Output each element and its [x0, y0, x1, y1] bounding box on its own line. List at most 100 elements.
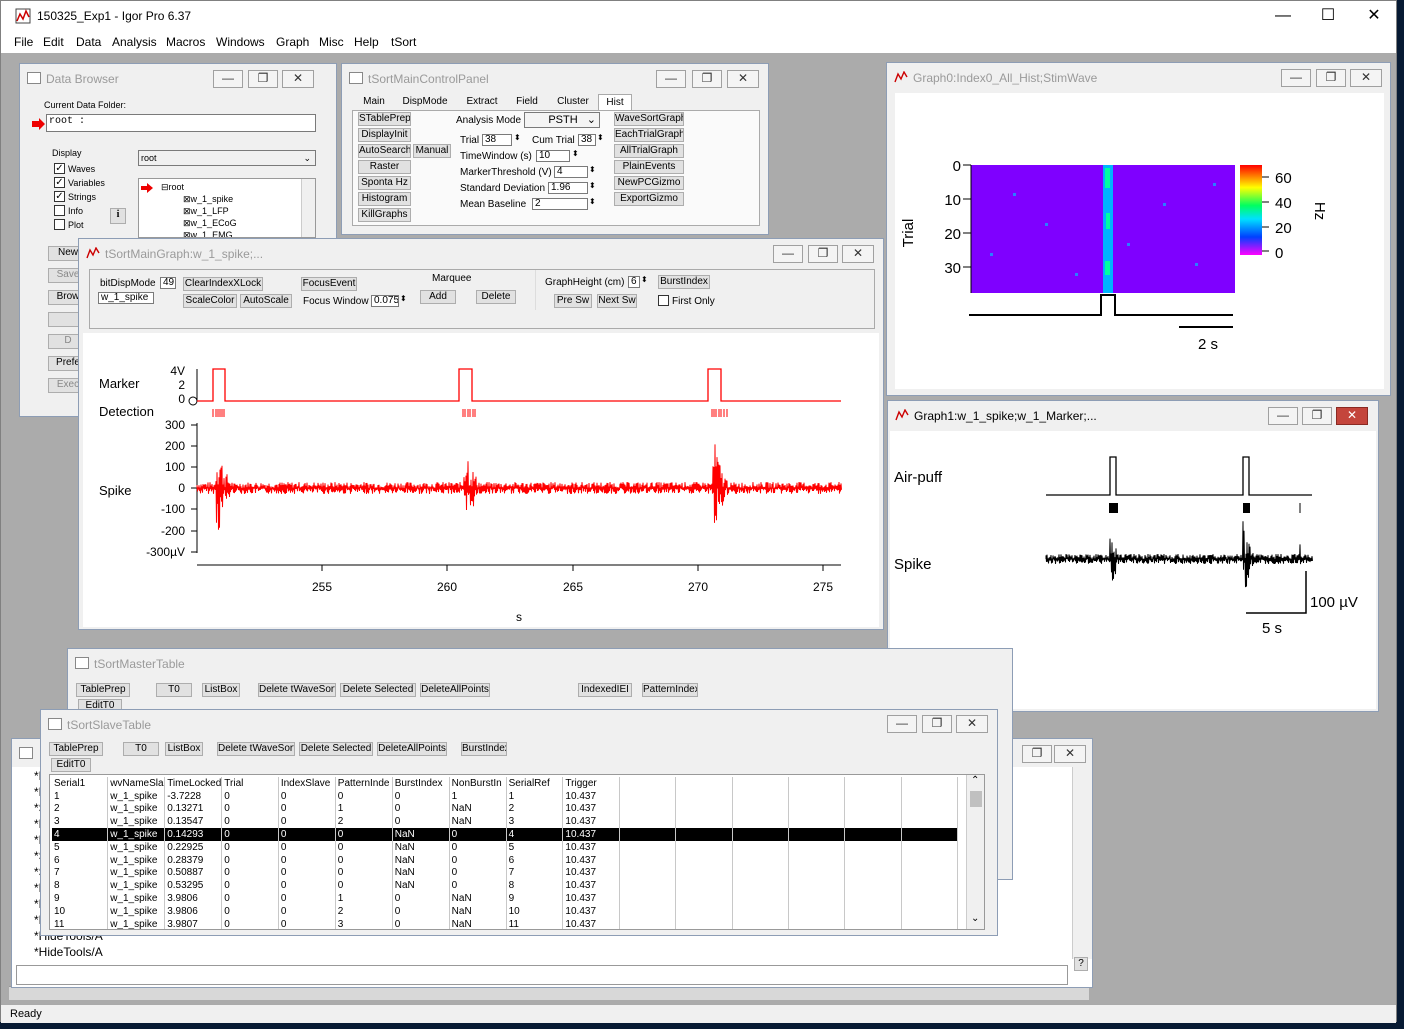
table-cell[interactable]: 0 [278, 853, 336, 867]
master-delete-twavesort-button[interactable]: Delete tWaveSort [258, 683, 336, 697]
command-line-input[interactable] [16, 965, 1068, 985]
table-cell[interactable]: NaN [392, 866, 450, 880]
table-cell[interactable] [619, 853, 677, 867]
table-cell[interactable]: 0 [221, 866, 279, 880]
autosearch-button[interactable]: AutoSearch [358, 144, 411, 158]
scroll-up-icon[interactable]: ⌃ [971, 775, 980, 786]
table-cell[interactable]: 10.437 [562, 866, 621, 880]
sponta-hz-button[interactable]: Sponta Hz [358, 176, 411, 190]
table-cell[interactable]: 0 [449, 828, 507, 841]
table-cell[interactable]: NaN [392, 828, 450, 841]
table-cell[interactable] [901, 815, 959, 829]
g1-restore-button[interactable]: ❐ [1302, 407, 1332, 425]
table-cell[interactable]: 2 [335, 904, 393, 918]
cp-minimize-button[interactable]: — [656, 70, 686, 88]
pre-sw-button[interactable]: Pre Sw [554, 294, 592, 308]
table-cell[interactable]: 0 [221, 828, 279, 841]
table-cell[interactable]: 0 [278, 866, 336, 880]
trial-stepper-icon[interactable]: ⬍ [514, 133, 521, 142]
info-button[interactable]: i [110, 208, 126, 224]
table-row[interactable]: 3 w_1_spike 0.13547 0 0 2 0 NaN 3 10.437 [52, 815, 959, 829]
table-row[interactable]: 10 w_1_spike 3.9806 0 0 2 0 NaN 10 10.437 [52, 904, 959, 918]
autoscale-button[interactable]: AutoScale [240, 294, 292, 308]
st-restore-button[interactable]: ❐ [922, 715, 952, 733]
column-header[interactable]: SerialRef [506, 777, 564, 790]
eachtrialgraph-button[interactable]: EachTrialGraph [614, 128, 684, 142]
table-cell[interactable] [788, 879, 846, 893]
table-cell[interactable]: NaN [449, 892, 507, 905]
table-cell[interactable]: 5 [52, 840, 109, 854]
table-cell[interactable]: w_1_spike [107, 853, 166, 867]
mean-baseline-stepper-icon[interactable]: ⬍ [589, 197, 596, 206]
table-cell[interactable]: 10 [506, 904, 564, 918]
tree-item-wave[interactable]: ⊠ w_1_LFP [183, 206, 229, 216]
cp-restore-button[interactable]: ❐ [692, 70, 722, 88]
master-delete-selected-button[interactable]: Delete Selected [340, 683, 416, 697]
table-cell[interactable] [901, 828, 959, 841]
tab-hist[interactable]: Hist [598, 94, 632, 110]
marquee-add-button[interactable]: Add [420, 290, 456, 304]
next-sw-button[interactable]: Next Sw [597, 294, 637, 308]
table-cell[interactable]: 11 [506, 917, 564, 929]
master-indexediei-button[interactable]: IndexedIEI [578, 683, 632, 697]
table-cell[interactable]: 3.9806 [164, 892, 223, 905]
table-cell[interactable] [901, 866, 959, 880]
current-folder-field[interactable]: root : [46, 114, 316, 132]
table-cell[interactable]: 0 [392, 904, 450, 918]
table-cell[interactable]: 4 [506, 828, 564, 841]
menu-file[interactable]: File [14, 35, 34, 49]
table-cell[interactable]: 10.437 [562, 917, 621, 929]
table-cell[interactable]: 10.437 [562, 802, 621, 816]
table-cell[interactable]: 2 [506, 802, 564, 816]
table-cell[interactable]: 11 [52, 917, 109, 929]
tree-scrollbar[interactable] [301, 179, 315, 237]
table-cell[interactable]: 7 [506, 866, 564, 880]
table-cell[interactable]: 0.22925 [164, 840, 223, 854]
alltrialgraph-button[interactable]: AllTrialGraph [614, 144, 684, 158]
histogram-button[interactable]: Histogram [358, 192, 411, 206]
column-header[interactable]: NonBurstIn [449, 777, 507, 790]
focus-window-field[interactable]: 0.075 [371, 295, 399, 307]
table-cell[interactable] [619, 789, 677, 803]
table-cell[interactable]: 0 [335, 840, 393, 854]
table-cell[interactable] [788, 853, 846, 867]
command-help-button[interactable]: ? [1074, 957, 1088, 971]
table-cell[interactable]: w_1_spike [107, 904, 166, 918]
folder-select[interactable]: root ⌄ [138, 150, 316, 166]
table-cell[interactable] [788, 917, 846, 929]
table-cell[interactable] [844, 815, 902, 829]
table-cell[interactable]: 0 [392, 917, 450, 929]
scalecolor-button[interactable]: ScaleColor [183, 294, 237, 308]
cum-trial-field[interactable]: 38 [578, 134, 596, 146]
table-row[interactable]: 9 w_1_spike 3.9806 0 0 1 0 NaN 9 10.437 [52, 892, 959, 905]
table-cell[interactable]: 3 [52, 815, 109, 829]
table-row[interactable]: 7 w_1_spike 0.50887 0 0 0 NaN 0 7 10.437 [52, 866, 959, 880]
table-cell[interactable]: 0 [392, 789, 450, 803]
strings-checkbox[interactable]: ✓ [54, 191, 65, 202]
table-cell[interactable]: 10.437 [562, 815, 621, 829]
slave-t0-button[interactable]: T0 [123, 742, 159, 756]
column-header[interactable]: wvNameSla [107, 777, 166, 790]
table-cell[interactable] [901, 840, 959, 854]
table-cell[interactable] [844, 802, 902, 816]
table-cell[interactable]: NaN [392, 840, 450, 854]
mg-minimize-button[interactable]: — [773, 245, 803, 263]
table-cell[interactable] [844, 789, 902, 803]
table-cell[interactable]: 1 [52, 789, 109, 803]
table-cell[interactable]: 0 [221, 917, 279, 929]
table-cell[interactable]: 3.9806 [164, 904, 223, 918]
burstindex-button[interactable]: BurstIndex [658, 275, 710, 289]
table-cell[interactable]: w_1_spike [107, 879, 166, 893]
wave-name-field[interactable]: w_1_spike [98, 292, 154, 304]
master-t0-button[interactable]: T0 [156, 683, 192, 697]
table-cell[interactable] [675, 917, 733, 929]
first-only-checkbox[interactable] [658, 295, 669, 306]
table-cell[interactable]: 0 [278, 840, 336, 854]
scroll-down-icon[interactable]: ⌄ [971, 913, 980, 924]
table-cell[interactable]: 0 [449, 840, 507, 854]
db-close-button[interactable]: ✕ [282, 70, 314, 88]
table-row[interactable]: 6 w_1_spike 0.28379 0 0 0 NaN 0 6 10.437 [52, 853, 959, 867]
table-cell[interactable]: 10.437 [562, 789, 621, 803]
scrollbar-thumb[interactable] [970, 791, 982, 807]
table-cell[interactable]: 0 [278, 892, 336, 905]
